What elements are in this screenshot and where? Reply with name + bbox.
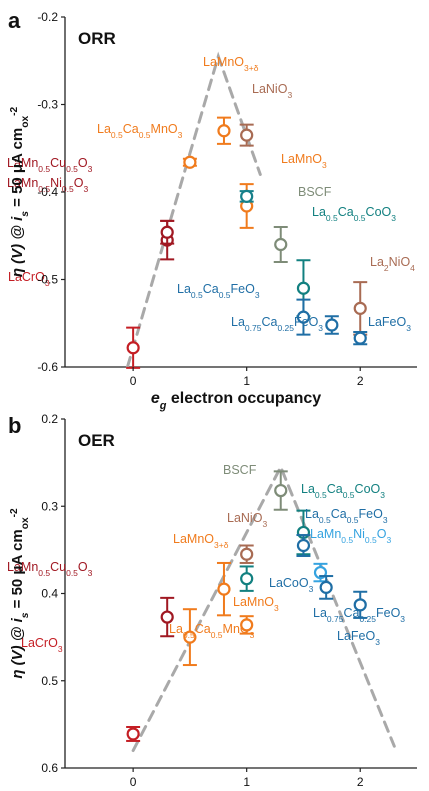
point-label: La0.5Ca0.5FeO3 (177, 282, 260, 300)
y-axis-title: η (V) @ is = 50 μA cmox-2 (9, 106, 31, 277)
y-tick-label: -0.4 (37, 185, 58, 199)
x-tick-label: 2 (357, 775, 364, 789)
volcano-trend-line (131, 463, 396, 753)
point-label: BSCF (298, 185, 332, 199)
point-label: BSCF (223, 463, 257, 477)
x-axis-title: eg electron occupancy (151, 390, 321, 412)
point-label: LaMnO3+δ (203, 55, 259, 73)
data-point (274, 237, 288, 252)
panel-orr: a ORR LaCrO3 LaMn0.5Cu0.5O3 LaMn0.5Ni0.5O3… (7, 8, 417, 412)
x-tick-label: 1 (243, 775, 250, 789)
data-point (296, 310, 311, 324)
point-label: LaFeO3 (337, 629, 380, 647)
y-tick-label: -0.5 (37, 273, 58, 287)
y-tick-label: -0.3 (37, 98, 58, 112)
data-point (240, 547, 254, 561)
point-label: LaMn0.5Ni0.5O3 (7, 176, 88, 194)
data-point (325, 318, 339, 332)
point-label: La0.5Ca0.5MnO3 (97, 122, 183, 140)
point-label: LaMnO3+δ (173, 532, 229, 550)
data-point (353, 301, 367, 315)
data-point (353, 331, 367, 345)
point-label: La2NiO4 (370, 255, 415, 273)
point-label: La0.5Ca0.5CoO3 (301, 482, 385, 500)
point-label: La0.5Ca0.5FeO3 (305, 507, 388, 525)
data-point (296, 281, 311, 295)
data-point (319, 580, 333, 594)
data-point (240, 572, 254, 586)
data-point (240, 618, 254, 632)
data-point (240, 189, 254, 203)
x-tick-label: 1 (243, 374, 250, 388)
panel-oer: b OER LaCrO3LaMn0.5Cu0.5O3La0.5Ca0.5MnO3… (7, 412, 417, 789)
data-point (353, 598, 367, 612)
point-label: LaNiO3 (252, 82, 292, 100)
data-point (160, 225, 174, 239)
point-label: LaMn0.5Cu0.5O3 (7, 156, 93, 174)
point-label: LaFeO3 (368, 315, 411, 333)
x-tick-label: 0 (130, 374, 137, 388)
data-point (240, 128, 254, 142)
panel-label: b (8, 413, 21, 438)
data-point (217, 124, 231, 138)
point-label: LaNiO3 (227, 511, 267, 529)
y-axis-title: η (V) @ is = 50 μA cmox-2 (9, 508, 31, 679)
x-tick-label: 2 (357, 374, 364, 388)
y-tick-label: 0.5 (41, 674, 58, 688)
y-tick-label: 0.3 (41, 499, 58, 513)
chart-title: ORR (78, 29, 116, 48)
point-label: LaMnO3 (281, 152, 327, 170)
y-tick-label: 0.2 (41, 412, 58, 426)
point-label: La0.75Ca0.25FeO3 (313, 606, 405, 624)
y-tick-label: 0.6 (41, 761, 58, 775)
data-point (274, 483, 288, 498)
panel-label: a (8, 8, 21, 33)
data-point (126, 341, 140, 355)
data-point (296, 538, 311, 553)
point-label: LaCoO3 (269, 576, 314, 594)
data-point (126, 727, 140, 741)
y-tick-label: -0.2 (37, 10, 58, 24)
point-label: La0.5Ca0.5CoO3 (312, 205, 396, 223)
y-tick-label: -0.6 (37, 360, 58, 374)
point-label: LaMn0.5Cu0.5O3 (7, 560, 93, 578)
data-point (183, 155, 197, 169)
x-tick-label: 0 (130, 775, 137, 789)
data-point (183, 630, 197, 644)
y-tick-label: 0.4 (41, 587, 58, 601)
point-label: LaCrO3 (21, 636, 63, 654)
point-label: LaMn0.5Ni0.5O3 (310, 527, 391, 545)
point-label: LaMnO3 (233, 595, 279, 613)
data-point (217, 582, 231, 596)
point-label: LaCrO3 (8, 270, 50, 288)
point-label: La0.75Ca0.25FeO3 (231, 315, 323, 333)
data-point (160, 610, 174, 624)
chart-title: OER (78, 431, 115, 450)
